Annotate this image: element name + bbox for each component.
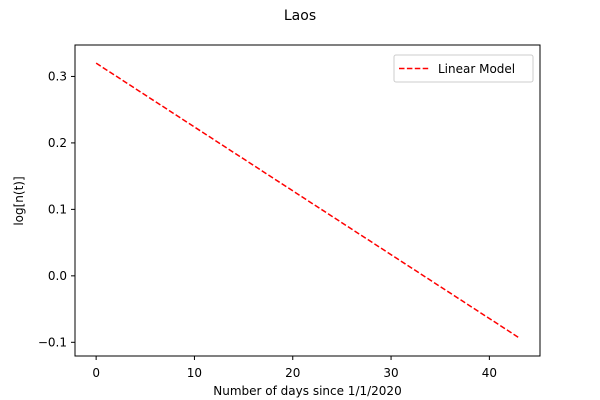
y-tick-label: 0.2: [48, 136, 67, 150]
y-tick-label: 0.3: [48, 69, 67, 83]
series-layer: [95, 62, 520, 339]
x-tick-label: 30: [383, 366, 398, 380]
y-tick-label: −0.1: [38, 335, 67, 349]
x-tick-label: 20: [285, 366, 300, 380]
legend: Linear Model: [393, 54, 534, 83]
x-axis: 0 10 20 30 40: [92, 356, 497, 380]
chart-title: Laos: [284, 8, 316, 24]
y-axis: −0.1 0.0 0.1 0.2 0.3: [38, 69, 75, 349]
x-tick-label: 0: [92, 366, 100, 380]
series-line-linear-model: [95, 62, 520, 339]
plot-frame: [74, 44, 541, 357]
y-axis-label: log[n(t)]: [12, 176, 26, 225]
y-tick-label: 0.1: [48, 202, 67, 216]
y-tick-label: 0.0: [48, 269, 67, 283]
legend-label-linear-model: Linear Model: [438, 62, 515, 76]
x-axis-label: Number of days since 1/1/2020: [213, 384, 401, 398]
plot-area: [74, 44, 541, 357]
x-tick-label: 10: [187, 366, 202, 380]
x-tick-label: 40: [482, 366, 497, 380]
legend-box: [393, 54, 534, 83]
